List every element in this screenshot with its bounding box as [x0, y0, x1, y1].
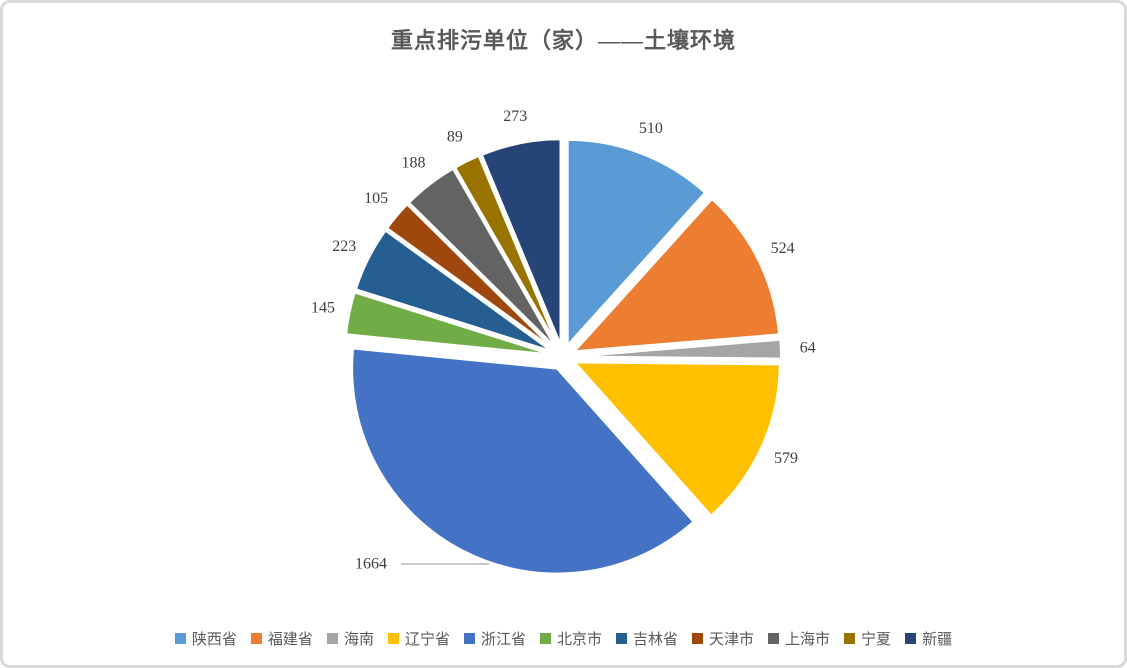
legend-item-新疆[interactable]: 新疆 [905, 628, 952, 649]
data-label-吉林省: 223 [332, 238, 356, 255]
legend-label: 吉林省 [633, 632, 679, 648]
legend-label: 陕西省 [191, 632, 237, 648]
legend-item-天津市[interactable]: 天津市 [692, 628, 754, 649]
pie-chart: 510 524 64 579 1664 145 223 105 188 89 273 [311, 108, 816, 575]
pie-slice-吉林省[interactable] [355, 229, 553, 353]
data-label-福建省: 524 [771, 240, 795, 257]
legend-item-海南[interactable]: 海南 [326, 628, 374, 649]
legend-item-吉林省[interactable]: 吉林省 [616, 628, 678, 649]
data-label-浙江省: 1664 [355, 556, 387, 573]
legend-swatch [692, 633, 704, 644]
legend-label: 新疆 [922, 632, 953, 648]
legend-item-辽宁省[interactable]: 辽宁省 [387, 628, 450, 649]
pie-slice-陕西省[interactable] [566, 138, 706, 346]
legend-swatch [250, 633, 262, 644]
legend-label: 北京市 [556, 632, 602, 648]
legend-item-上海市[interactable]: 上海市 [768, 628, 830, 649]
pie-slice-福建省[interactable] [573, 198, 780, 353]
legend-swatch [905, 633, 917, 644]
pie-slice-海南[interactable] [575, 338, 783, 360]
legend-item-陕西省[interactable]: 陕西省 [174, 628, 237, 649]
data-label-宁夏: 89 [447, 129, 463, 146]
chart-title: 重点排污单位（家）——土壤环境 [390, 28, 736, 53]
pie-slice-天津市[interactable] [386, 203, 555, 350]
chart-legend: 陕西省 福建省 海南 辽宁省 浙江省 北京市 吉林省 天津市 上海市 宁夏 新疆 [3, 628, 1124, 649]
legend-label: 辽宁省 [404, 632, 450, 648]
legend-label: 天津市 [709, 632, 755, 648]
legend-label: 上海市 [785, 632, 831, 648]
legend-swatch [463, 633, 475, 644]
legend-item-宁夏[interactable]: 宁夏 [844, 628, 891, 649]
data-label-上海市: 188 [402, 154, 426, 171]
legend-label: 福建省 [267, 632, 313, 648]
data-label-海南: 64 [800, 340, 816, 357]
legend-swatch [539, 633, 551, 644]
data-label-陕西省: 510 [639, 120, 663, 137]
pie-slice-宁夏[interactable] [454, 155, 559, 347]
legend-item-浙江省[interactable]: 浙江省 [463, 628, 526, 649]
pie-slice-北京市[interactable] [345, 291, 552, 356]
data-label-天津市: 105 [364, 190, 388, 207]
legend-item-福建省[interactable]: 福建省 [250, 628, 313, 649]
pie-slice-辽宁省[interactable] [573, 361, 781, 517]
legend-swatch [326, 633, 338, 644]
data-label-新疆: 273 [503, 108, 527, 125]
pie-slice-浙江省[interactable] [351, 347, 695, 575]
legend-label: 浙江省 [480, 632, 526, 648]
pie-slice-新疆[interactable] [480, 138, 562, 346]
data-label-辽宁省: 579 [774, 450, 798, 467]
legend-swatch [387, 633, 399, 644]
legend-label: 海南 [343, 632, 374, 648]
legend-swatch [174, 633, 186, 644]
legend-swatch [844, 633, 856, 644]
legend-label: 宁夏 [861, 632, 892, 648]
pie-slice-上海市[interactable] [408, 167, 557, 348]
legend-item-北京市[interactable]: 北京市 [539, 628, 602, 649]
data-label-北京市: 145 [311, 299, 335, 316]
legend-swatch [768, 633, 780, 644]
legend-swatch [616, 633, 627, 644]
